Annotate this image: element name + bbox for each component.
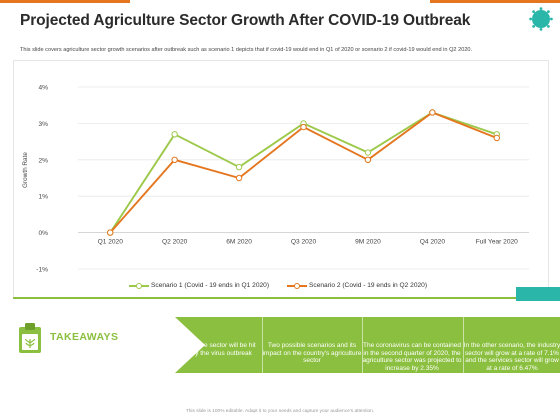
y-axis-label: Growth Rate (22, 152, 29, 188)
data-point-scenario-1 (235, 163, 243, 171)
page-title: Projected Agriculture Sector Growth Afte… (20, 12, 471, 29)
chart-panel: 4% 3% 2% 1% 0% -1% Q1 2020 Q2 2020 6M 2020 Q3 202… (13, 60, 549, 298)
x-tick-label: 9M 2020 (355, 239, 381, 246)
y-tick-label: -1% (36, 267, 48, 274)
y-tick-label: 0% (38, 230, 48, 237)
takeaways-divider (463, 317, 464, 373)
data-point-scenario-2 (429, 109, 436, 116)
series-line-scenario-1 (109, 111, 498, 234)
clipboard-icon (19, 323, 41, 353)
data-point-scenario-2 (493, 134, 500, 142)
series-line-scenario-2 (109, 111, 498, 234)
takeaways-divider (262, 317, 263, 373)
footer-note: This slide is 100% editable. Adapt it to… (185, 409, 375, 414)
data-point-scenario-2 (364, 156, 372, 164)
teal-accent-tab (516, 287, 560, 301)
y-tick-label: 4% (38, 85, 48, 92)
x-tick-label: 6M 2020 (226, 239, 252, 246)
data-point-scenario-2 (171, 156, 178, 164)
data-point-scenario-1 (364, 149, 372, 156)
y-tick-label: 2% (38, 157, 48, 164)
legend-label-scenario-1: Scenario 1 (Covid - 19 ends in Q1 2020) (151, 282, 270, 289)
data-point-scenario-2 (300, 123, 307, 131)
legend-swatch-scenario-2 (287, 283, 307, 289)
panel-divider (13, 297, 549, 299)
x-tick-label: Full Year 2020 (476, 239, 518, 246)
y-tick-label: 1% (38, 194, 48, 201)
x-tick-label: Q4 2020 (420, 239, 446, 246)
top-accent-bar (0, 0, 560, 3)
takeaways-divider (362, 317, 363, 373)
logo-icon (529, 7, 553, 31)
data-point-scenario-1 (171, 131, 178, 138)
takeaway-item-4: In the other scenario, the industry sect… (463, 342, 560, 372)
x-tick-label: Q1 2020 (98, 239, 124, 246)
legend-label-scenario-2: Scenario 2 (Covid - 19 ends in Q2 2020) (309, 282, 428, 289)
x-tick-label: Q2 2020 (162, 239, 188, 246)
legend-swatch-scenario-1 (129, 283, 149, 289)
takeaway-item-1: The agriculture sector will be hit harde… (164, 342, 256, 357)
page-subtitle: This slide covers agriculture sector gro… (20, 47, 473, 53)
takeaway-item-2: Two possible scenarios and its impact on… (262, 342, 362, 365)
x-tick-label: Q3 2020 (291, 239, 317, 246)
chart-legend: Scenario 1 (Covid - 19 ends in Q1 2020) … (0, 280, 560, 292)
takeaways-label: TAKEAWAYS (50, 331, 119, 343)
data-point-scenario-2 (107, 229, 114, 236)
y-tick-label: 3% (38, 121, 48, 128)
data-point-scenario-2 (235, 174, 243, 182)
line-chart: 4% 3% 2% 1% 0% -1% Q1 2020 Q2 2020 6M 2020 Q3 202… (22, 85, 529, 274)
takeaway-item-3: The coronavirus can be contained in the … (362, 342, 462, 372)
